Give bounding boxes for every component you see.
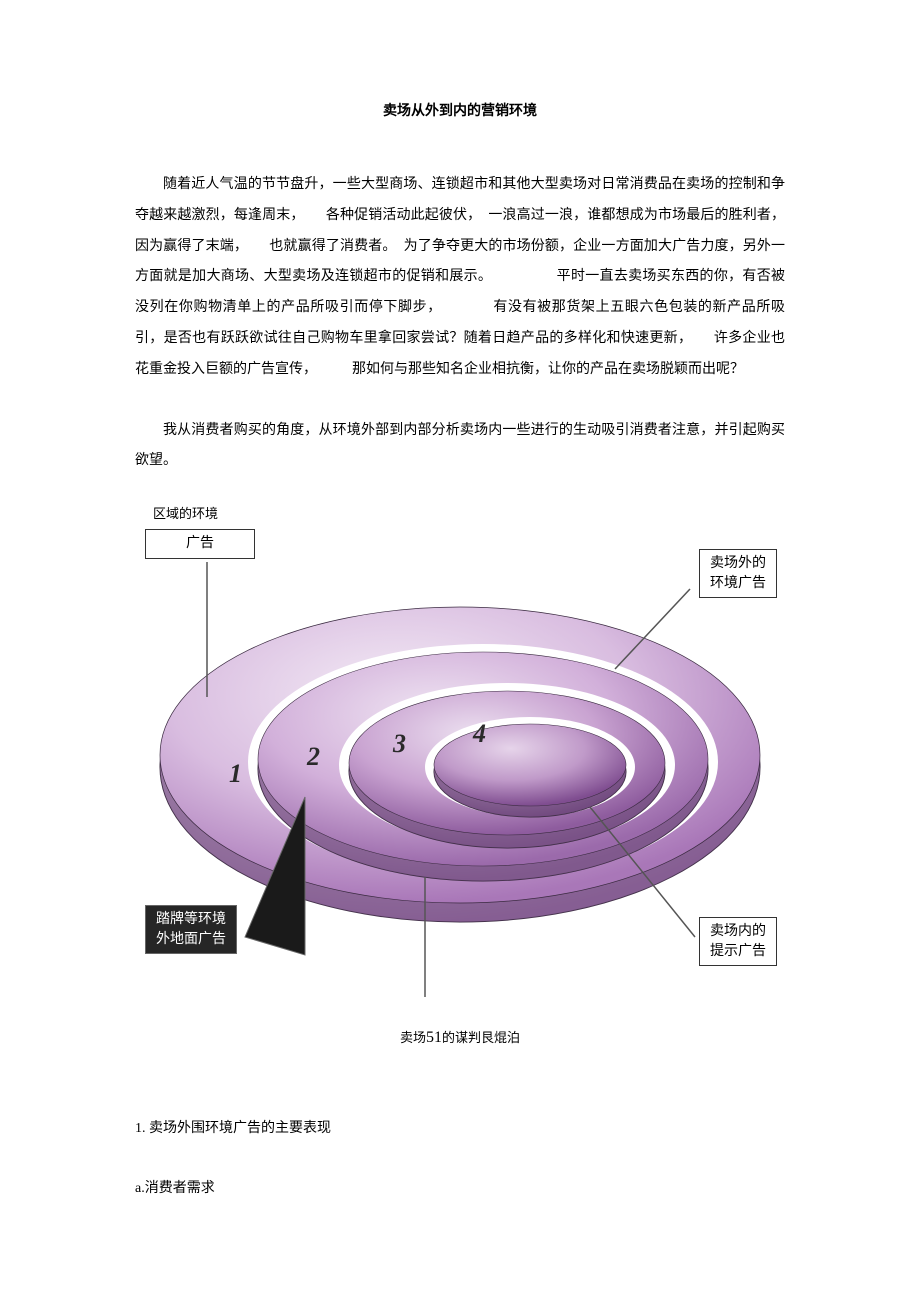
svg-text:2: 2 [306,742,320,771]
paragraph-1: 随着近人气温的节节盘升，一些大型商场、连锁超市和其他大型卖场对日常消费品在卖场的… [135,170,785,386]
callout-top-right: 卖场外的 环境广告 [699,549,777,598]
callout-bottom-right-l1: 卖场内的 [710,924,766,939]
callout-top-right-l2: 环境广告 [710,576,766,591]
callout-bottom-right: 卖场内的 提示广告 [699,917,777,966]
callout-bottom-left: 踏牌等环境 外地面广告 [145,905,237,954]
diagram-prelabel: 区域的环境 [153,503,218,522]
ring-diagram: 区域的环境 [135,507,785,1017]
section-1-heading: 1. 卖场外围环境广告的主要表现 [135,1117,785,1137]
callout-bottom-left-l2: 外地面广告 [156,932,226,947]
page-title: 卖场从外到内的营销环境 [135,100,785,120]
paragraph-2: 我从消费者购买的角度，从环境外部到内部分析卖场内一些进行的生动吸引消费者注意，并… [135,416,785,478]
svg-text:3: 3 [392,729,406,758]
callout-bottom-left-l1: 踏牌等环境 [156,912,226,927]
diagram-caption: 卖场51的谋判艮焜泊 [135,1027,785,1047]
section-1a-heading: a.消费者需求 [135,1177,785,1197]
caption-num: 51 [426,1029,442,1046]
callout-top-right-l1: 卖场外的 [710,556,766,571]
callout-top-left: 广告 [145,529,255,559]
callout-bottom-right-l2: 提示广告 [710,944,766,959]
callout-top-left-text: 广告 [186,536,214,551]
svg-text:4: 4 [472,719,486,748]
caption-suffix: 的谋判艮焜泊 [442,1030,520,1045]
svg-text:1: 1 [229,759,242,788]
caption-prefix: 卖场 [400,1030,426,1045]
